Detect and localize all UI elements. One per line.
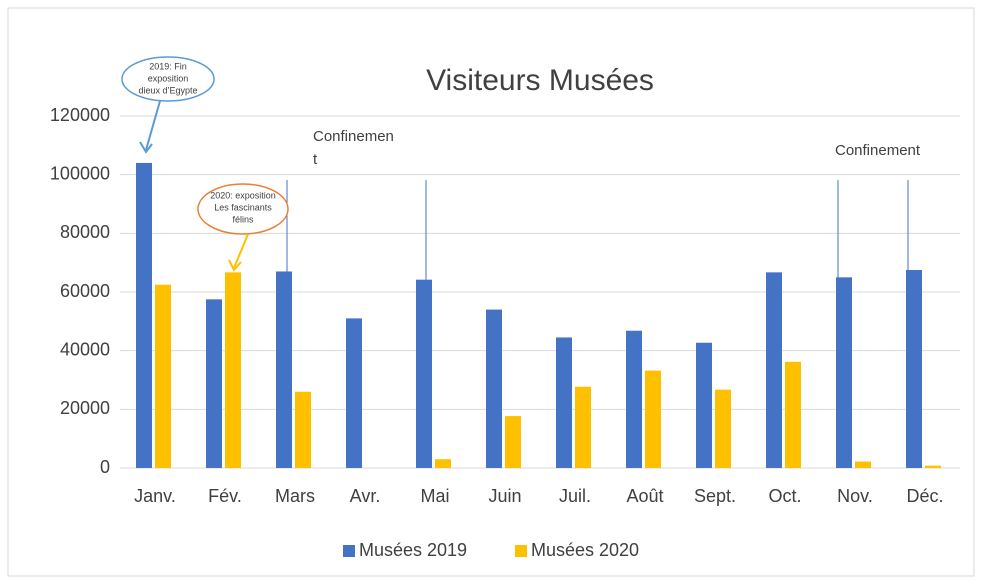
bar [346, 318, 362, 468]
bar [855, 461, 871, 468]
x-tick-label: Déc. [906, 486, 943, 506]
bar [575, 386, 591, 468]
chart-title: Visiteurs Musées [426, 64, 654, 97]
grid: 0 20000 40000 60000 80000 100000 120000 Janv. Fé… [50, 105, 960, 506]
bar [906, 270, 922, 468]
y-tick-label: 40000 [60, 339, 110, 359]
x-tick-label: Août [626, 486, 663, 506]
y-tick-label: 0 [100, 457, 110, 477]
annotations: 2019: Fin exposition dieux d’Egypte 2020: e… [138, 61, 920, 224]
bar [276, 271, 292, 468]
callout [197, 183, 289, 235]
bar [416, 279, 432, 468]
x-tick-label: Nov. [837, 486, 873, 506]
y-tick-label: 100000 [50, 163, 110, 183]
bar [766, 272, 782, 468]
annotation: dieux d’Egypte [138, 85, 197, 95]
bar [486, 309, 502, 468]
bar [136, 162, 152, 468]
annotation: exposition [148, 73, 189, 83]
x-tick-label: Sept. [694, 486, 736, 506]
y-tick-label: 80000 [60, 222, 110, 242]
bar [645, 370, 661, 468]
bar [295, 391, 311, 468]
x-tick-label: Juil. [559, 486, 591, 506]
legend-swatch [343, 545, 355, 557]
y-tick-label: 20000 [60, 398, 110, 418]
bar [225, 272, 241, 468]
annotation: 2019: Fin [149, 61, 187, 71]
bar [925, 465, 941, 468]
arrow [233, 233, 249, 269]
x-tick-label: Juin [488, 486, 521, 506]
x-tick-label: Avr. [350, 486, 381, 506]
bar [785, 361, 801, 468]
x-tick-label: Janv. [134, 486, 176, 506]
legend-label: Musées 2020 [531, 540, 639, 560]
bar [505, 416, 521, 468]
annotation: Les fascinants [214, 202, 272, 212]
bar [556, 337, 572, 468]
bar [155, 284, 171, 468]
legend-label: Musées 2019 [359, 540, 467, 560]
x-tick-label: Mai [420, 486, 449, 506]
annotation: félins [232, 214, 254, 224]
bar [696, 342, 712, 468]
y-tick-label: 120000 [50, 105, 110, 125]
bar [626, 330, 642, 468]
bar [836, 277, 852, 468]
bar [435, 459, 451, 468]
annotation: Confinemen [313, 128, 394, 145]
x-tick-label: Mars [275, 486, 315, 506]
annotation: Confinement [835, 142, 921, 159]
annotation: t [313, 151, 318, 168]
y-tick-label: 60000 [60, 281, 110, 301]
arrow-head [228, 259, 242, 272]
x-tick-label: Oct. [768, 486, 801, 506]
arrow-head [139, 141, 153, 154]
bars [136, 162, 941, 468]
arrow [145, 100, 161, 151]
annotation: 2020: exposition [210, 190, 276, 200]
bar [715, 389, 731, 468]
callout [121, 56, 215, 102]
bar [206, 299, 222, 468]
legend: Musées 2019 Musées 2020 [343, 540, 639, 560]
x-tick-label: Fév. [208, 486, 242, 506]
legend-swatch [515, 545, 527, 557]
